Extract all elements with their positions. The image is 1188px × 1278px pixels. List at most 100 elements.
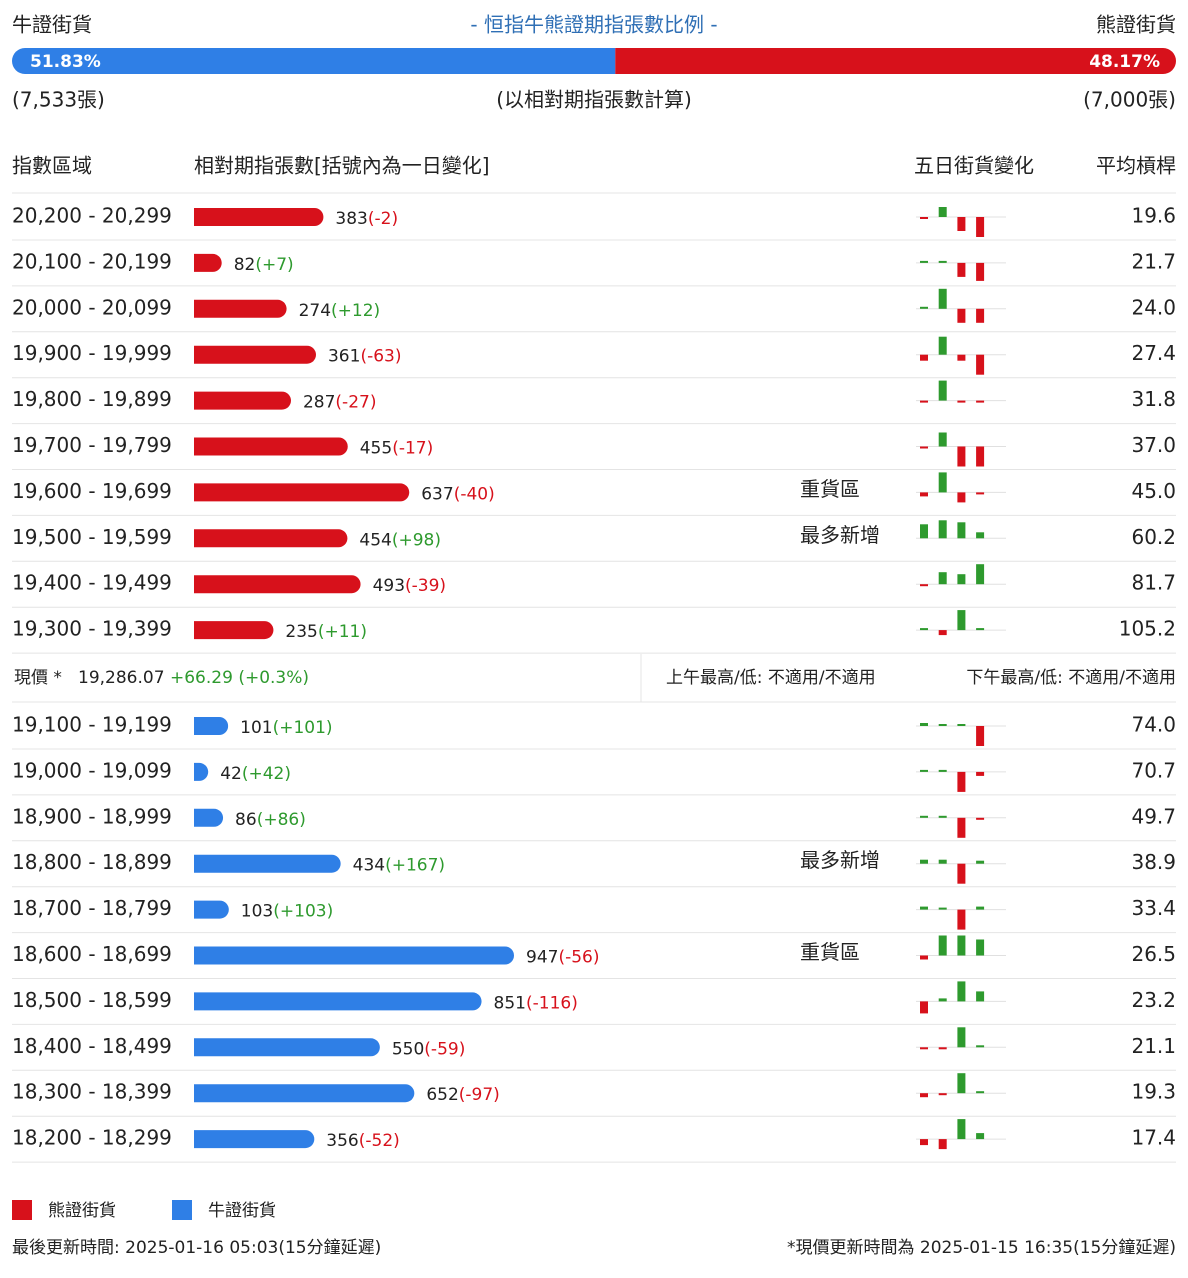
leverage: 45.0 [1131, 479, 1176, 503]
five-day-bar [957, 610, 966, 631]
count-bar [194, 762, 209, 781]
five-day-bar [976, 308, 985, 323]
change: (+11) [318, 622, 367, 642]
footer-right: *現價更新時間為 2025-01-15 16:35(15分鐘延遲) [787, 1238, 1176, 1258]
range: 18,500 - 18,599 [12, 988, 172, 1012]
range: 19,700 - 19,799 [12, 433, 172, 457]
current-price: 19,286.07 [78, 668, 165, 688]
five-day-bar [920, 1093, 928, 1098]
five-day-bar [920, 628, 928, 631]
legend-label: 熊證街貨 [48, 1201, 116, 1221]
note: (以相對期指張數計算) [496, 88, 692, 112]
five-day-bar [938, 630, 947, 636]
five-day-bar [920, 1001, 928, 1014]
count-text: 434(+167) [353, 856, 445, 876]
five-day-bar [938, 520, 947, 539]
range: 19,900 - 19,999 [12, 341, 172, 365]
count: 235 [285, 622, 317, 642]
five-day-bar [957, 817, 966, 838]
tag: 最多新增 [800, 523, 880, 547]
five-day-bar [957, 1119, 966, 1140]
five-day-bar [976, 991, 985, 1002]
count: 550 [392, 1039, 424, 1059]
count: 361 [328, 347, 360, 367]
five-day-bar [976, 446, 985, 467]
five-day-bar [976, 400, 985, 403]
five-day-bar [938, 472, 947, 493]
count: 86 [235, 810, 257, 830]
count-bar [194, 854, 341, 873]
five-day-bar [976, 726, 985, 746]
count-text: 454(+98) [359, 530, 441, 550]
five-day-bar [957, 217, 966, 231]
five-day-bar [938, 1047, 947, 1050]
five-day-bar [957, 522, 966, 539]
count-bar [194, 391, 291, 410]
leverage: 81.7 [1131, 571, 1176, 595]
count: 42 [220, 764, 242, 784]
five-day-bar [920, 354, 928, 361]
change: (-59) [424, 1039, 465, 1059]
five-day-bar [920, 955, 928, 960]
count-bar [194, 208, 324, 226]
count: 947 [526, 948, 558, 968]
five-day-bar [957, 935, 966, 956]
count-text: 493(-39) [373, 576, 446, 596]
change: (-116) [526, 993, 578, 1013]
bear-ratio [615, 48, 1176, 74]
leverage: 19.3 [1131, 1080, 1176, 1104]
five-day-bar [957, 400, 966, 403]
range: 19,000 - 19,099 [12, 758, 172, 782]
range: 19,100 - 19,199 [12, 713, 172, 737]
count-text: 637(-40) [421, 484, 494, 504]
count-bar [194, 529, 348, 548]
five-day-bar [920, 769, 928, 772]
range: 18,300 - 18,399 [12, 1080, 172, 1104]
count-text: 103(+103) [241, 902, 333, 922]
column-header: 平均槓桿 [1096, 154, 1176, 178]
am-range: 上午最高/低: 不適用/不適用 [666, 668, 876, 688]
count-bar [194, 1084, 415, 1103]
change: (-39) [405, 576, 446, 596]
leverage: 21.1 [1131, 1034, 1176, 1058]
five-day-bar [957, 354, 966, 361]
legend-swatch [172, 1200, 192, 1220]
count-bar [194, 1130, 315, 1149]
five-day-bar [957, 1073, 966, 1094]
five-day-bar [920, 217, 928, 219]
count: 637 [421, 484, 453, 504]
count: 493 [373, 576, 405, 596]
five-day-bar [938, 1093, 947, 1096]
footer-left: 最後更新時間: 2025-01-16 05:03(15分鐘延遲) [12, 1238, 381, 1258]
count: 101 [240, 718, 272, 738]
change: (-63) [360, 347, 401, 367]
change: (-2) [368, 209, 398, 229]
count-text: 851(-116) [494, 993, 578, 1013]
five-day-bar [976, 1091, 985, 1094]
five-day-bar [957, 574, 966, 585]
leverage: 38.9 [1131, 850, 1176, 874]
count-text: 101(+101) [240, 718, 332, 738]
count-text: 356(-52) [326, 1131, 399, 1151]
current-label: 現價 * [14, 668, 62, 688]
change: (+98) [392, 530, 441, 550]
range: 18,700 - 18,799 [12, 896, 172, 920]
five-day-bar [920, 859, 928, 864]
count-bar [194, 808, 224, 827]
range: 18,400 - 18,499 [12, 1034, 172, 1058]
five-day-bar [976, 1045, 985, 1048]
leverage: 105.2 [1119, 617, 1176, 641]
count: 103 [241, 902, 273, 922]
change: (-27) [335, 393, 376, 413]
change: (-40) [454, 484, 495, 504]
count-text: 86(+86) [235, 810, 306, 830]
change: (-56) [558, 948, 599, 968]
leverage: 33.4 [1131, 896, 1176, 920]
five-day-bar [976, 906, 985, 910]
count-bar [194, 437, 348, 456]
five-day-bar [976, 532, 985, 539]
range: 20,200 - 20,299 [12, 204, 172, 228]
leverage: 31.8 [1131, 387, 1176, 411]
bear-count: (7,000張) [1083, 88, 1176, 112]
count-text: 361(-63) [328, 347, 401, 367]
